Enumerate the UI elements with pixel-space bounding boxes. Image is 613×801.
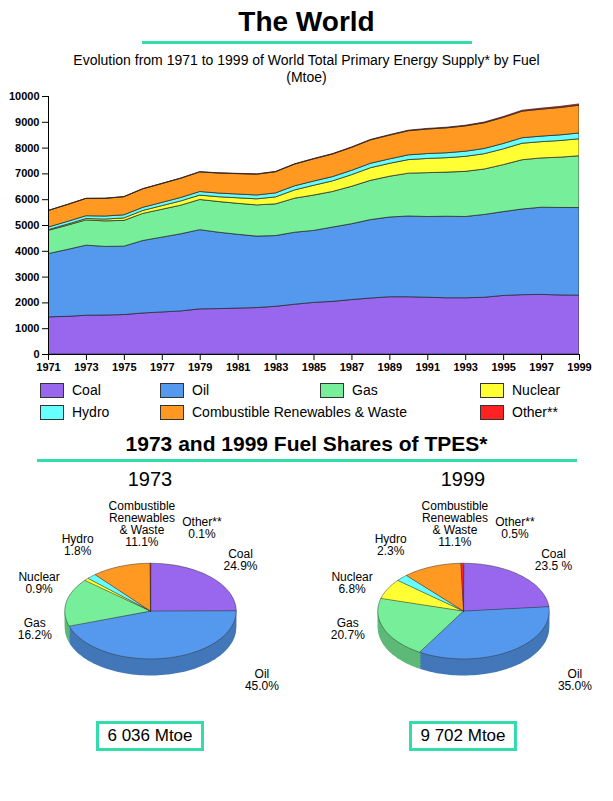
svg-text:Oil35.0%: Oil35.0% [558,667,592,693]
html-text:Coal: Coal [72,382,101,398]
svg-text:Gas16.2%: Gas16.2% [18,616,52,642]
svg-text:1991: 1991 [416,361,440,373]
html-text:1973 and 1999 Fuel Shares of T: 1973 and 1999 Fuel Shares of TPES* [125,432,488,455]
svg-text:Hydro1.8%: Hydro1.8% [62,532,94,558]
svg-text:Oil45.0%: Oil45.0% [245,667,279,693]
svg-text:1973: 1973 [74,361,98,373]
svg-text:Coal23.5 %: Coal23.5 % [535,547,573,573]
svg-text:Coal24.9%: Coal24.9% [223,547,257,573]
svg-text:3000: 3000 [15,271,39,283]
svg-text:8000: 8000 [15,142,39,154]
svg-text:1997: 1997 [529,361,553,373]
html-text:Other**: Other** [512,404,558,420]
svg-text:Hydro2.3%: Hydro2.3% [375,532,407,558]
html-text:9 702 Mtoe: 9 702 Mtoe [420,726,506,745]
svg-text:Nuclear6.8%: Nuclear6.8% [331,570,372,596]
svg-text:2000: 2000 [15,296,39,308]
svg-text:1993: 1993 [453,361,477,373]
svg-text:1995: 1995 [491,361,515,373]
svg-text:Other**0.5%: Other**0.5% [495,515,535,541]
html-text:1973: 1973 [127,468,173,490]
svg-text:9000: 9000 [15,116,39,128]
html-text:1999: 1999 [440,468,486,490]
svg-text:6000: 6000 [15,193,39,205]
html-text:The World: The World [238,6,375,37]
svg-text:1999: 1999 [567,361,591,373]
svg-text:1983: 1983 [264,361,288,373]
html-text:6 036 Mtoe: 6 036 Mtoe [107,726,193,745]
svg-text:4000: 4000 [15,245,39,257]
html-text:Gas: Gas [352,382,378,398]
svg-text:Other**0.1%: Other**0.1% [182,515,222,541]
html-text:Combustible Renewables & Waste: Combustible Renewables & Waste [192,404,407,420]
svg-text:1971: 1971 [36,361,60,373]
svg-text:0: 0 [33,348,39,360]
svg-text:1985: 1985 [302,361,326,373]
html-text:Nuclear: Nuclear [512,382,561,398]
svg-text:1981: 1981 [226,361,250,373]
svg-text:1977: 1977 [150,361,174,373]
svg-text:1979: 1979 [188,361,212,373]
html-text:Evolution from 1971 to 1999 of: Evolution from 1971 to 1999 of World Tot… [73,52,540,85]
svg-text:10000: 10000 [9,90,40,102]
svg-text:1987: 1987 [340,361,364,373]
svg-text:1000: 1000 [15,322,39,334]
svg-text:Nuclear0.9%: Nuclear0.9% [18,570,59,596]
html-text:Oil: Oil [192,382,210,398]
svg-text:CombustibleRenewables& Waste11: CombustibleRenewables& Waste11.1% [422,499,489,549]
svg-text:5000: 5000 [15,219,39,231]
svg-text:7000: 7000 [15,167,39,179]
html-text:Hydro: Hydro [72,404,110,420]
svg-text:Gas20.7%: Gas20.7% [331,616,365,642]
svg-text:1989: 1989 [378,361,402,373]
svg-text:1975: 1975 [112,361,136,373]
svg-text:CombustibleRenewables& Waste11: CombustibleRenewables& Waste11.1% [109,499,176,549]
